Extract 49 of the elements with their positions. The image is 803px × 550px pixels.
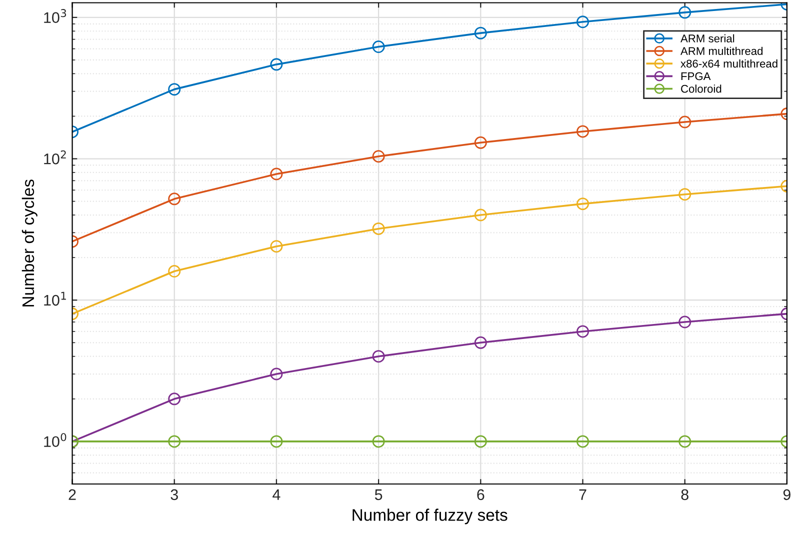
point [576, 16, 589, 28]
point [576, 198, 589, 210]
x-tick-label: 8 [681, 489, 688, 500]
point [168, 392, 181, 406]
x-tick-label: 9 [783, 489, 790, 500]
x-tick-label: 7 [579, 489, 586, 500]
y-axis-title: Number of cycles [22, 180, 38, 306]
point [270, 58, 283, 71]
point [168, 265, 181, 278]
point [168, 192, 181, 206]
x-axis-title: Number of fuzzy sets [352, 508, 508, 524]
point [678, 6, 692, 19]
point [474, 336, 487, 349]
point [678, 188, 692, 201]
point [474, 435, 487, 448]
y-tick-label: 10$^{1}$ [44, 292, 66, 306]
legend-label: x86-x64 multithread [680, 59, 778, 68]
x-tick-label: 2 [68, 489, 76, 500]
point [576, 125, 589, 138]
point [474, 26, 487, 40]
point [270, 435, 283, 448]
point [474, 208, 487, 222]
point [678, 435, 692, 448]
point [270, 368, 283, 380]
point [168, 83, 181, 96]
legend-label: Coloroid [681, 84, 722, 93]
x-tick-label: 6 [477, 489, 484, 500]
point [372, 222, 385, 235]
y-tick-label: 10$^{0}$ [44, 433, 66, 448]
point [678, 316, 692, 328]
point [372, 435, 385, 448]
point [678, 116, 692, 128]
legend-label: ARM serial [680, 34, 734, 42]
legend-label: FPGA [681, 72, 711, 80]
point [474, 136, 487, 149]
point [372, 40, 385, 54]
legend-label: ARM multithread [680, 46, 763, 55]
y-tick-label: 10$^{2}$ [44, 150, 66, 164]
x-tick-label: 4 [272, 489, 280, 500]
point [372, 350, 385, 363]
y-tick-label: 10$^{3}$ [44, 9, 66, 23]
point [270, 240, 283, 253]
point [372, 150, 385, 163]
x-tick-label: 5 [374, 489, 382, 500]
point [576, 435, 589, 448]
x-tick-label: 3 [170, 489, 178, 500]
point [270, 168, 283, 180]
point [576, 325, 589, 338]
point [168, 435, 181, 448]
